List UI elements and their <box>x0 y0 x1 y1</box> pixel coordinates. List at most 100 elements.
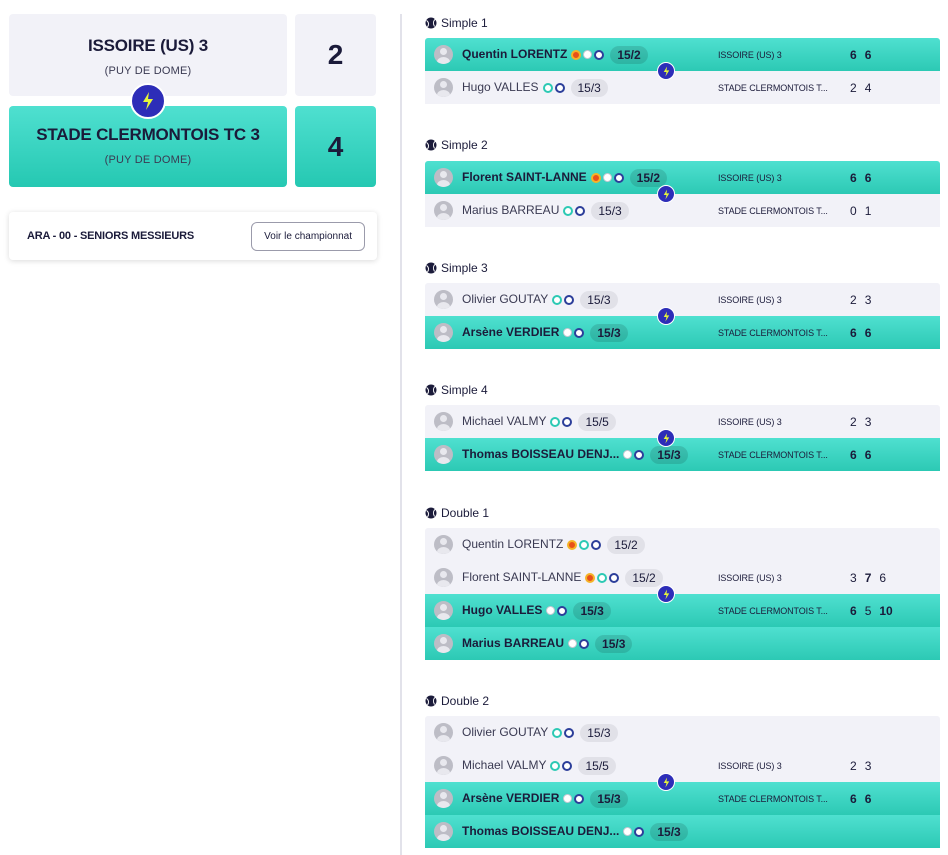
avatar-icon <box>434 412 453 431</box>
player-rank-badge: 15/3 <box>573 601 611 620</box>
avatar-icon <box>434 756 453 775</box>
player-name[interactable]: Marius BARREAU <box>462 635 565 650</box>
set-score: 3 <box>850 570 857 585</box>
status-dot-icon <box>623 450 633 459</box>
player-name[interactable]: Marius BARREAU <box>462 202 560 217</box>
match-label: Double 2 <box>425 694 489 708</box>
player-row[interactable]: Arsène VERDIER 15/3 STADE CLERMONTOIS T...… <box>425 316 940 349</box>
match-rows: Quentin LORENTZ 15/2 Florent SAINT-LANNE 15… <box>425 528 940 660</box>
player-badges <box>585 572 620 583</box>
player-name[interactable]: Michael VALMY <box>462 757 547 772</box>
player-name[interactable]: Arsène VERDIER <box>462 324 560 339</box>
status-dot-icon <box>564 727 575 738</box>
player-row[interactable]: Marius BARREAU 15/3 STADE CLERMONTOIS T...… <box>425 194 940 227</box>
player-name[interactable]: Olivier GOUTAY <box>462 724 549 739</box>
match-label: Simple 2 <box>425 138 488 152</box>
match-label: Simple 4 <box>425 383 488 397</box>
ranking-flag-icon <box>590 172 601 183</box>
player-name[interactable]: Michael VALMY <box>462 413 547 428</box>
lightning-bolt-icon <box>657 773 675 791</box>
tennis-ball-icon <box>425 384 437 396</box>
player-name[interactable]: Hugo VALLES <box>462 602 543 617</box>
status-dot-icon <box>613 172 624 183</box>
away-team-card: STADE CLERMONTOIS TC 3 (PUY DE DOME) <box>9 106 287 187</box>
status-dot-icon <box>546 606 556 615</box>
set-score: 6 <box>864 791 872 806</box>
set-score: 10 <box>879 603 893 618</box>
tennis-ball-icon <box>425 695 437 707</box>
club-name: STADE CLERMONTOIS T... <box>718 605 828 616</box>
home-team-name: ISSOIRE (US) 3 <box>87 36 208 55</box>
status-dot-icon <box>634 449 645 460</box>
player-name-group: Hugo VALLES 15/3 <box>462 78 608 97</box>
club-name: ISSOIRE (US) 3 <box>718 760 782 771</box>
set-score: 6 <box>864 170 872 185</box>
home-team-card: ISSOIRE (US) 3 (PUY DE DOME) <box>9 14 287 96</box>
player-rank-badge: 15/3 <box>570 78 608 97</box>
status-dot-icon <box>609 572 620 583</box>
match-label: Simple 3 <box>425 261 488 275</box>
status-dot-icon <box>579 539 590 550</box>
player-rank-badge: 15/3 <box>650 822 688 841</box>
match-label-text: Simple 2 <box>441 138 488 152</box>
player-name[interactable]: Florent SAINT-LANNE <box>462 569 582 584</box>
status-dot-icon <box>552 294 563 305</box>
ranking-flag-icon <box>571 49 582 60</box>
set-score: 6 <box>879 570 887 585</box>
player-name[interactable]: Hugo VALLES <box>462 79 539 94</box>
player-row[interactable]: Hugo VALLES 15/3 STADE CLERMONTOIS T... 2 4 <box>425 71 940 104</box>
player-row[interactable]: Olivier GOUTAY 15/3 <box>425 716 940 749</box>
status-dot-icon <box>552 727 563 738</box>
lightning-bolt-icon <box>657 429 675 447</box>
status-dot-icon <box>583 50 593 59</box>
tennis-ball-icon <box>425 507 437 519</box>
player-row[interactable]: Hugo VALLES 15/3 STADE CLERMONTOIS T... 6 5 1… <box>425 594 940 627</box>
player-name[interactable]: Quentin LORENTZ <box>462 536 564 551</box>
player-badges <box>550 416 573 427</box>
avatar-icon <box>434 45 453 64</box>
player-name-group: Quentin LORENTZ 15/2 <box>462 45 648 64</box>
player-name[interactable]: Thomas BOISSEAU DENJ... <box>462 823 620 838</box>
player-name[interactable]: Quentin LORENTZ <box>462 46 568 61</box>
lightning-bolt-icon <box>657 62 675 80</box>
status-dot-icon <box>562 760 573 771</box>
set-score: 7 <box>864 570 872 585</box>
player-name-group: Hugo VALLES 15/3 <box>462 601 611 620</box>
championship-title: ARA - 00 - SENIORS MESSIEURS <box>27 230 194 242</box>
status-dot-icon <box>591 539 602 550</box>
player-badges <box>546 605 568 616</box>
view-championship-button[interactable]: Voir le championnat <box>251 221 365 251</box>
avatar-icon <box>434 445 453 464</box>
player-name[interactable]: Thomas BOISSEAU DENJ... <box>462 446 620 461</box>
player-row[interactable]: Arsène VERDIER 15/3 STADE CLERMONTOIS T...… <box>425 782 940 815</box>
set-score: 6 <box>850 47 857 62</box>
player-rank-badge: 15/2 <box>625 568 663 587</box>
player-badges <box>563 205 586 216</box>
avatar-icon <box>434 323 453 342</box>
match-label: Double 1 <box>425 506 489 520</box>
player-row[interactable]: Thomas BOISSEAU DENJ... 15/3 <box>425 815 940 848</box>
player-badges <box>623 826 645 837</box>
player-name[interactable]: Florent SAINT-LANNE <box>462 169 587 184</box>
lightning-bolt-icon <box>657 185 675 203</box>
home-team-score: 2 <box>295 14 376 96</box>
player-row[interactable]: Marius BARREAU 15/3 <box>425 627 940 660</box>
player-name[interactable]: Arsène VERDIER <box>462 790 560 805</box>
player-row[interactable]: Quentin LORENTZ 15/2 <box>425 528 940 561</box>
set-score: 6 <box>864 47 872 62</box>
player-name[interactable]: Olivier GOUTAY <box>462 291 549 306</box>
match-label-text: Double 2 <box>441 694 490 708</box>
status-dot-icon <box>562 416 573 427</box>
player-row[interactable]: Thomas BOISSEAU DENJ... 15/3 STADE CLERMON… <box>425 438 940 471</box>
player-badges <box>552 294 575 305</box>
